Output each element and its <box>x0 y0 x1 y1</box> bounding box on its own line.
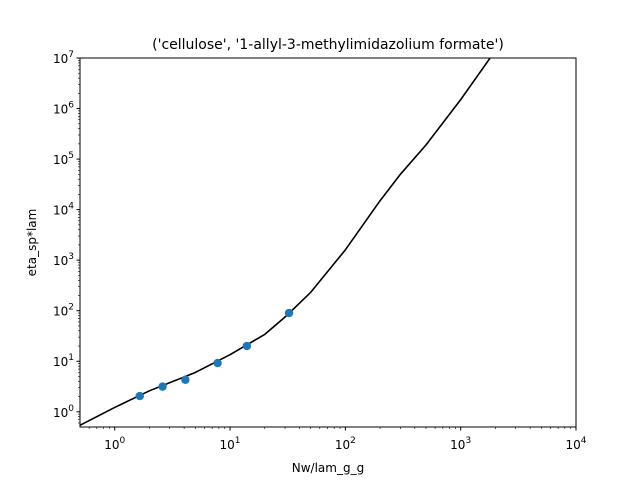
x-tick-label-1-exp: 1 <box>235 436 241 446</box>
data-point-1 <box>158 382 167 391</box>
x-tick-label-4-base: 10 <box>565 438 580 452</box>
y-tick-label-3-base: 10 <box>53 254 68 268</box>
y-tick-label-7-base: 10 <box>53 52 68 66</box>
y-tick-label-3-exp: 3 <box>68 252 74 262</box>
y-tick-label-1: 101 <box>53 353 74 369</box>
y-tick-label-4-exp: 4 <box>68 202 74 212</box>
y-tick-label-7-exp: 7 <box>68 50 74 60</box>
y-tick-label-0-exp: 0 <box>68 404 74 414</box>
y-tick-label-3: 103 <box>53 252 74 268</box>
x-tick-label-4-exp: 4 <box>581 436 587 446</box>
x-tick-label-2-exp: 2 <box>350 436 356 446</box>
data-point-0 <box>135 391 144 401</box>
y-tick-label-7: 107 <box>53 50 74 66</box>
data-point-2 <box>181 375 190 384</box>
fit-curve-line <box>80 58 491 427</box>
y-tick-label-6-exp: 6 <box>68 101 74 111</box>
x-tick-label-2: 102 <box>335 436 356 452</box>
x-tick-label-0: 100 <box>104 436 125 452</box>
x-tick-label-0-exp: 0 <box>119 436 125 446</box>
x-tick-label-1: 101 <box>220 436 241 452</box>
y-tick-label-0: 100 <box>53 404 74 420</box>
plot-frame <box>79 57 577 428</box>
x-tick-label-0-base: 10 <box>104 438 119 452</box>
y-tick-label-4-base: 10 <box>53 204 68 218</box>
chart-title: ('cellulose', '1-allyl-3-methylimidazoli… <box>152 37 504 53</box>
series-layer <box>80 58 491 427</box>
y-tick-label-6: 106 <box>53 101 74 117</box>
y-axis-label: eta_sp*lam <box>25 209 39 277</box>
y-tick-label-5-base: 10 <box>53 153 68 167</box>
y-tick-label-1-exp: 1 <box>68 353 74 363</box>
y-tick-label-5: 105 <box>53 151 74 167</box>
y-tick-label-2-exp: 2 <box>68 303 74 313</box>
y-tick-label-1-base: 10 <box>53 355 68 369</box>
y-tick-label-4: 104 <box>53 202 74 218</box>
data-point-4 <box>242 341 252 351</box>
y-tick-label-2: 102 <box>53 303 74 319</box>
x-axis-label: Nw/lam_g_g <box>292 461 364 475</box>
y-tick-label-5-exp: 5 <box>68 151 74 161</box>
x-tick-label-3: 103 <box>450 436 471 452</box>
data-point-3 <box>213 358 222 368</box>
x-tick-label-3-base: 10 <box>450 438 465 452</box>
x-tick-label-4: 104 <box>565 436 586 452</box>
x-tick-label-2-base: 10 <box>335 438 350 452</box>
data-point-5 <box>284 308 294 318</box>
y-tick-label-0-base: 10 <box>53 406 68 420</box>
y-tick-label-2-base: 10 <box>53 305 68 319</box>
y-tick-label-6-base: 10 <box>53 103 68 117</box>
x-tick-label-3-exp: 3 <box>465 436 471 446</box>
x-tick-label-1-base: 10 <box>220 438 235 452</box>
